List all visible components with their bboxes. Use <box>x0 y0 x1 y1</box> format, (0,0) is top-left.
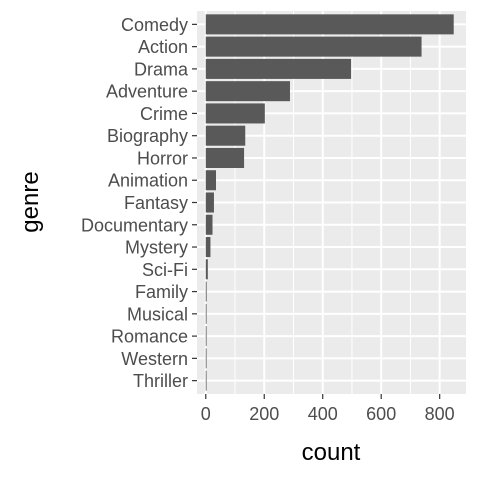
bar-action <box>205 36 422 57</box>
y-tick-label: Crime <box>140 104 188 124</box>
y-tick-label: Biography <box>107 126 188 146</box>
y-tick-label: Thriller <box>133 371 188 391</box>
bar-western <box>205 348 207 369</box>
bar-mystery <box>205 237 211 258</box>
y-tick-label: Sci-Fi <box>142 260 188 280</box>
x-tick-label: 600 <box>366 404 396 424</box>
y-tick-label: Horror <box>137 148 188 168</box>
y-tick-label: Action <box>138 37 188 57</box>
bar-sci-fi <box>205 259 208 280</box>
y-axis-title: genre <box>17 171 44 232</box>
bar-biography <box>205 125 246 146</box>
x-tick-label: 800 <box>425 404 455 424</box>
bar-romance <box>205 326 207 347</box>
bar-documentary <box>205 214 213 235</box>
y-tick-label: Drama <box>134 59 189 79</box>
bar-musical <box>205 303 207 324</box>
y-tick-label: Fantasy <box>124 193 188 213</box>
bar-family <box>205 281 207 302</box>
bar-animation <box>205 170 217 191</box>
bar-comedy <box>205 14 454 35</box>
y-tick-label: Western <box>121 349 188 369</box>
y-tick-label: Animation <box>108 171 188 191</box>
y-axis-ticks <box>192 23 197 382</box>
y-tick-label: Romance <box>111 327 188 347</box>
x-tick-label: 400 <box>308 404 338 424</box>
y-tick-label: Musical <box>127 304 188 324</box>
y-tick-label: Comedy <box>121 15 188 35</box>
bar-adventure <box>205 81 290 102</box>
bar-horror <box>205 147 245 168</box>
bar-crime <box>205 103 265 124</box>
x-axis-tick-labels: 0 200 400 600 800 <box>201 404 455 424</box>
bar-drama <box>205 58 352 79</box>
y-tick-label: Adventure <box>106 82 188 102</box>
bar-fantasy <box>205 192 214 213</box>
bars <box>205 14 454 391</box>
x-tick-label: 0 <box>201 404 211 424</box>
y-tick-label: Family <box>135 282 188 302</box>
x-tick-label: 200 <box>249 404 279 424</box>
y-tick-label: Documentary <box>81 215 188 235</box>
y-tick-label: Mystery <box>125 238 188 258</box>
x-axis-ticks <box>205 394 441 399</box>
x-axis-title: count <box>302 439 361 466</box>
bar-thriller <box>205 370 207 391</box>
